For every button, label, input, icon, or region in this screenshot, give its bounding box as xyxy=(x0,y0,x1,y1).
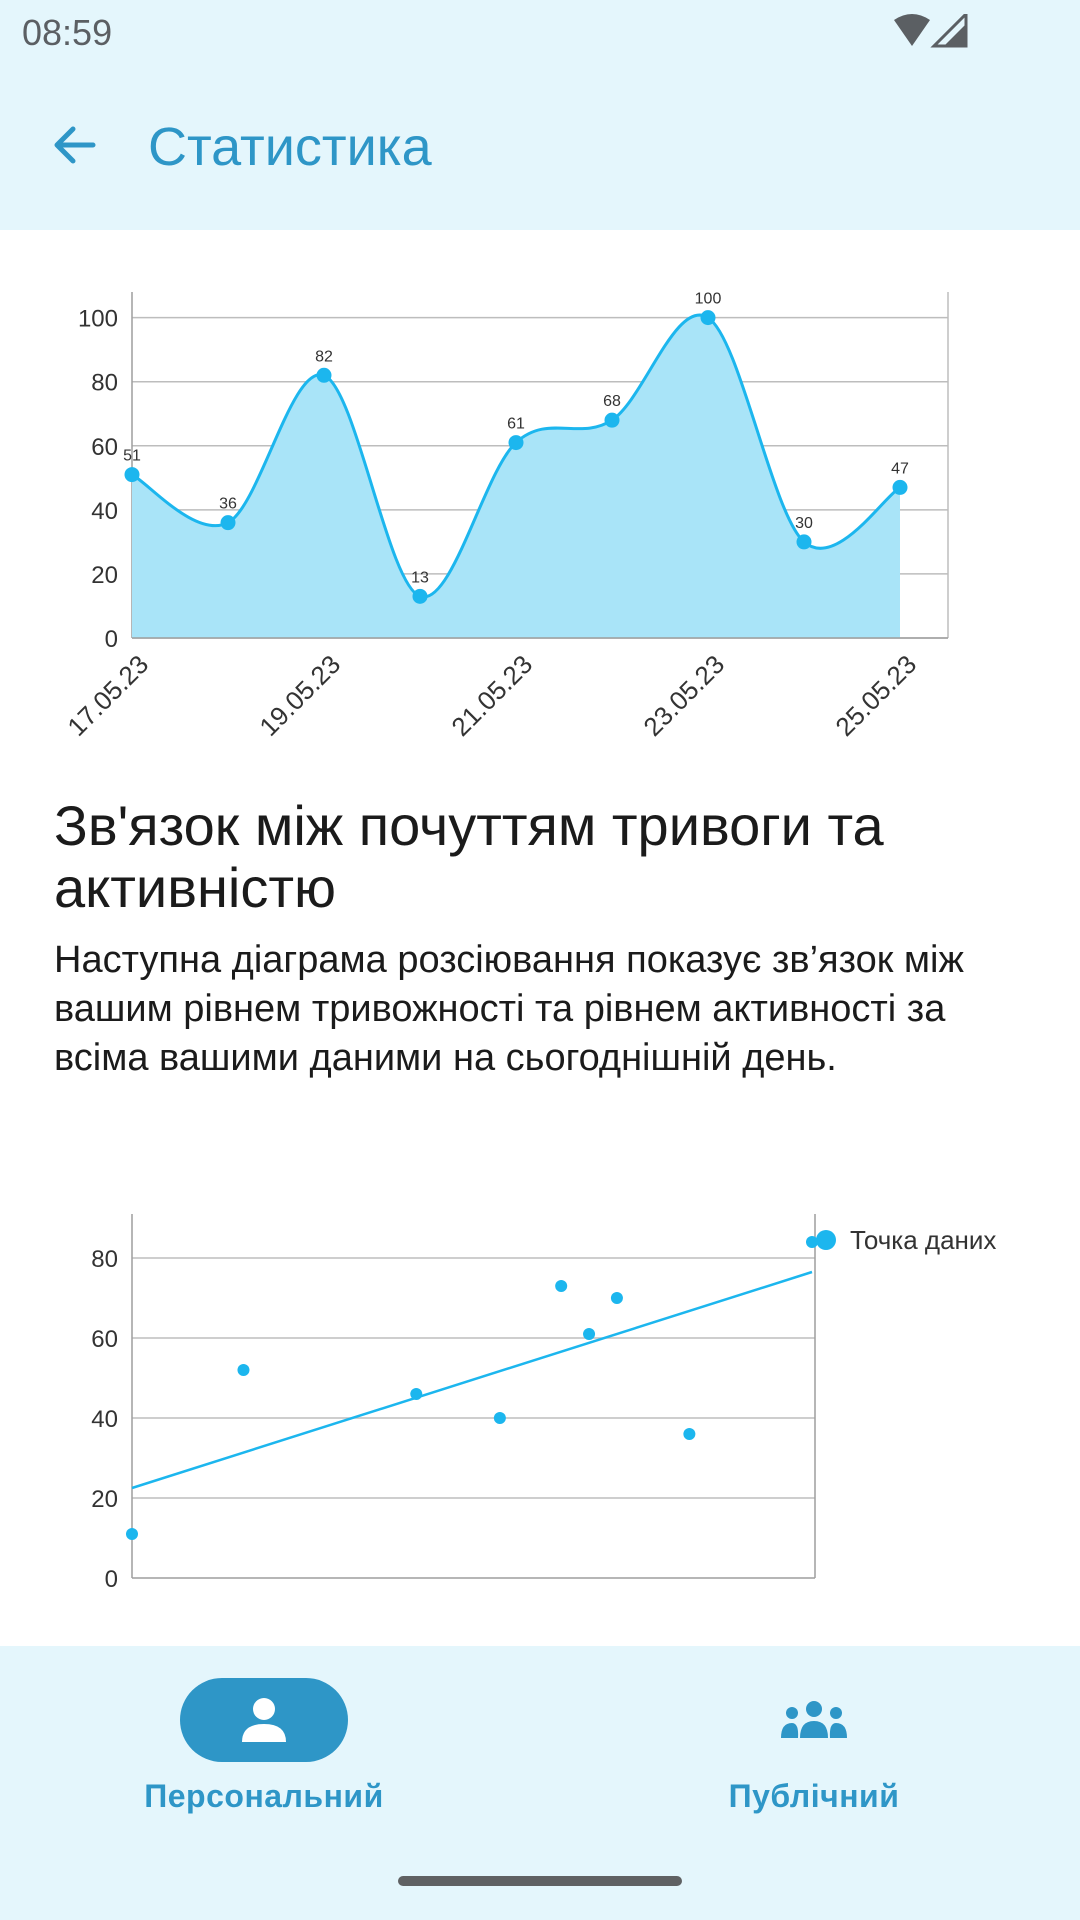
y-tick-label: 0 xyxy=(105,626,118,653)
legend-marker xyxy=(816,1230,836,1250)
wifi-icon xyxy=(894,14,930,46)
nav-pill-personal xyxy=(180,1678,348,1762)
nav-label-personal: Персональний xyxy=(144,1778,384,1814)
y-tick-label: 60 xyxy=(91,434,118,461)
y-tick-label: 40 xyxy=(91,1406,118,1433)
anxiety-activity-scatter-chart: 0 20 40 60 80 Точка даних xyxy=(91,1214,996,1593)
data-label: 47 xyxy=(891,460,909,477)
data-label: 36 xyxy=(219,496,237,513)
y-tick-label: 60 xyxy=(91,1326,118,1353)
data-label: 30 xyxy=(795,515,813,532)
x-tick-label: 21.05.23 xyxy=(445,649,538,742)
scatter-point xyxy=(410,1388,423,1400)
group-icon xyxy=(781,1701,847,1738)
home-indicator[interactable] xyxy=(398,1876,682,1886)
x-tick-label: 23.05.23 xyxy=(637,649,730,742)
section-description: Наступна діаграма розсіювання показує зв… xyxy=(54,939,964,1079)
scatter-point xyxy=(583,1328,596,1340)
x-tick-label: 19.05.23 xyxy=(253,649,346,742)
data-label: 68 xyxy=(603,393,621,410)
data-point xyxy=(604,412,620,428)
scatter-point xyxy=(806,1236,818,1248)
data-point xyxy=(124,467,140,483)
scatter-point xyxy=(493,1412,506,1424)
back-button[interactable] xyxy=(40,110,110,180)
data-point xyxy=(316,367,332,383)
status-icons xyxy=(894,14,968,48)
data-label: 82 xyxy=(315,348,333,365)
data-point xyxy=(892,479,908,495)
y-tick-label: 80 xyxy=(91,370,118,397)
data-point xyxy=(412,588,428,604)
arrow-left-icon xyxy=(54,126,96,164)
scatter-point xyxy=(126,1528,138,1540)
person-icon xyxy=(242,1698,286,1742)
scatter-point xyxy=(237,1364,250,1376)
y-tick-label: 0 xyxy=(105,1566,118,1593)
app-bar: Статистика xyxy=(0,64,1080,230)
nav-item-personal[interactable]: Персональний xyxy=(84,1646,444,1846)
y-tick-label: 20 xyxy=(91,562,118,589)
scatter-point xyxy=(555,1280,568,1292)
x-tick-label: 25.05.23 xyxy=(829,649,922,742)
data-point xyxy=(220,515,236,531)
data-label: 100 xyxy=(695,291,722,308)
legend-label: Точка даних xyxy=(850,1225,996,1255)
data-label: 13 xyxy=(411,569,429,586)
nav-label-public: Публічний xyxy=(728,1778,900,1814)
y-tick-label: 80 xyxy=(91,1246,118,1273)
page-title: Статистика xyxy=(148,117,432,177)
section-title: Зв'язок між почуттям тривоги та активніс… xyxy=(54,794,884,919)
data-point xyxy=(796,534,812,550)
x-tick-label: 17.05.23 xyxy=(61,649,154,742)
data-label: 61 xyxy=(507,416,525,433)
status-time: 08:59 xyxy=(22,12,113,53)
anxiety-area-chart: 0 20 40 60 80 100 51 36 82 13 61 68 100 30 47 17.05.23 1… xyxy=(61,291,949,742)
data-point xyxy=(700,310,716,326)
y-tick-label: 40 xyxy=(91,498,118,525)
y-tick-label: 100 xyxy=(78,306,118,333)
data-label: 51 xyxy=(123,448,141,465)
data-point xyxy=(508,435,524,451)
scatter-point xyxy=(610,1292,623,1304)
nav-pill-public xyxy=(730,1678,898,1762)
y-tick-label: 20 xyxy=(91,1486,118,1513)
bottom-navigation: Персональний Публічний xyxy=(0,1646,1080,1920)
area-fill xyxy=(132,314,900,638)
trendline xyxy=(131,1270,813,1490)
status-bar: 08:59 xyxy=(0,0,1080,64)
scatter-point xyxy=(683,1428,696,1440)
nav-item-public[interactable]: Публічний xyxy=(634,1646,994,1846)
